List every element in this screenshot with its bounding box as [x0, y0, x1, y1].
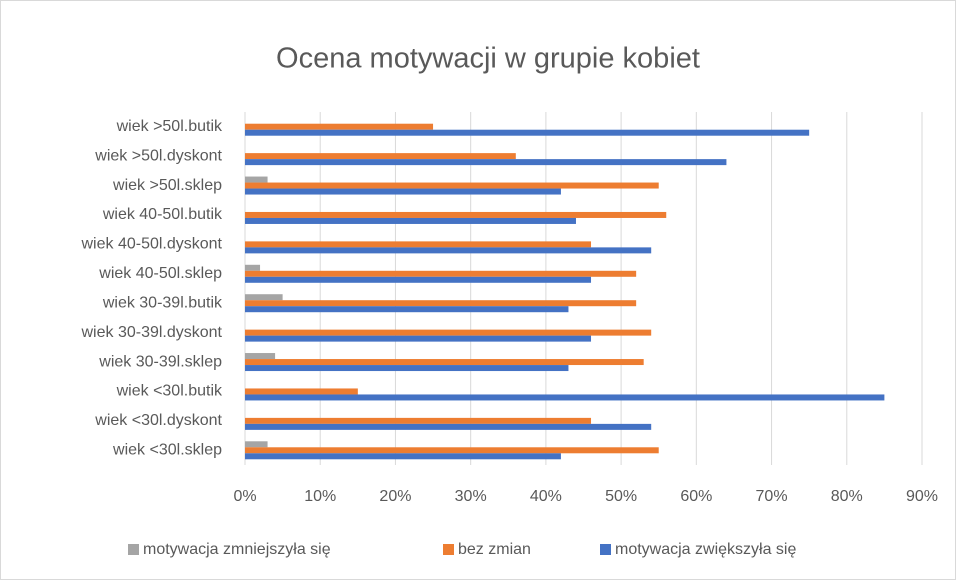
bar — [245, 123, 434, 130]
y-tick-label: wiek 30-39l.sklep — [98, 353, 222, 370]
x-tick-label: 80% — [831, 488, 863, 505]
bar — [245, 417, 592, 424]
y-tick-label: wiek 30-39l.butik — [102, 294, 223, 311]
bar — [245, 306, 569, 313]
bar — [245, 159, 727, 166]
y-tick-label: wiek >50l.butik — [116, 118, 223, 135]
y-tick-label: wiek <30l.sklep — [112, 442, 222, 459]
x-tick-label: 50% — [605, 488, 637, 505]
x-tick-label: 30% — [455, 488, 487, 505]
x-tick-label: 40% — [530, 488, 562, 505]
y-tick-label: wiek 30-39l.dyskont — [80, 324, 222, 341]
legend-label: motywacja zmniejszyła się — [143, 541, 331, 558]
y-tick-label: wiek >50l.sklep — [112, 177, 222, 194]
y-tick-label: wiek 40-50l.dyskont — [80, 236, 222, 253]
bar — [245, 276, 592, 283]
y-tick-label: wiek 40-50l.butik — [102, 206, 223, 223]
bar — [245, 247, 652, 254]
bar — [245, 423, 652, 430]
bar — [245, 182, 659, 189]
bar — [245, 329, 652, 336]
chart-title: Ocena motywacji w grupie kobiet — [276, 43, 700, 75]
legend-swatch — [600, 544, 611, 555]
y-tick-label: wiek >50l.dyskont — [94, 147, 222, 164]
bar — [245, 441, 268, 448]
y-tick-label: wiek 40-50l.sklep — [98, 265, 222, 282]
bar — [245, 447, 659, 454]
x-tick-label: 90% — [906, 488, 938, 505]
bar — [245, 188, 561, 195]
x-tick-label: 0% — [233, 488, 256, 505]
bar — [245, 388, 358, 395]
bar — [245, 353, 276, 360]
bar — [245, 394, 885, 401]
bar — [245, 365, 569, 372]
bar — [245, 270, 637, 277]
bar — [245, 129, 810, 136]
bar — [245, 453, 561, 460]
bar — [245, 335, 592, 342]
legend-swatch — [128, 544, 139, 555]
x-tick-label: 60% — [680, 488, 712, 505]
bar — [245, 153, 516, 160]
bar — [245, 217, 576, 224]
bar — [245, 294, 283, 301]
bar — [245, 359, 644, 366]
bar — [245, 211, 667, 218]
y-tick-label: wiek <30l.dyskont — [94, 412, 222, 429]
bar — [245, 300, 637, 307]
y-tick-label: wiek <30l.butik — [116, 383, 223, 400]
legend-label: bez zmian — [458, 541, 531, 558]
bar — [245, 264, 261, 271]
legend-swatch — [443, 544, 454, 555]
x-tick-label: 70% — [756, 488, 788, 505]
legend-label: motywacja zwiększyła się — [615, 541, 796, 558]
x-tick-label: 10% — [304, 488, 336, 505]
bar — [245, 176, 268, 183]
bar — [245, 241, 592, 248]
x-tick-label: 20% — [379, 488, 411, 505]
